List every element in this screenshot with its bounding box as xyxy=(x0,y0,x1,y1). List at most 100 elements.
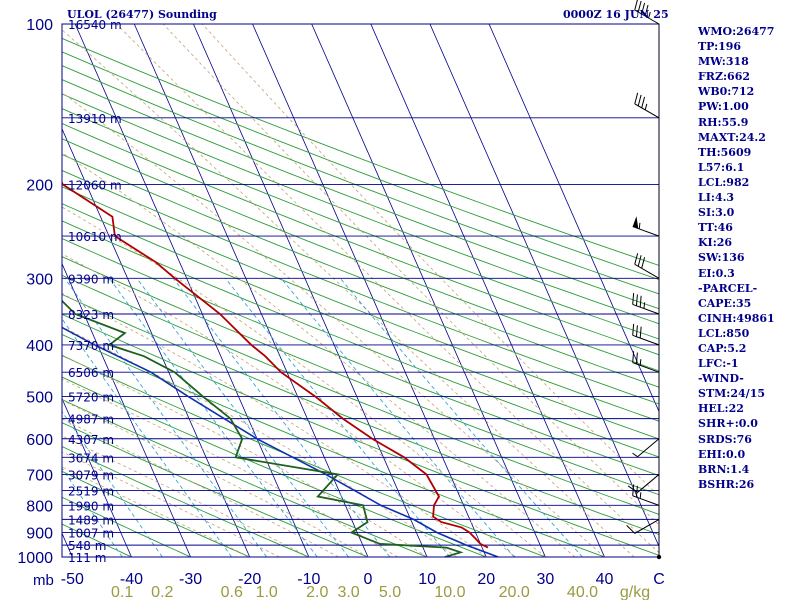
wind-barb xyxy=(632,351,660,373)
wind-barb-feather xyxy=(639,326,642,339)
isotherm-lines xyxy=(0,24,659,557)
index-row: FRZ:662 xyxy=(698,70,751,84)
temperature-tick-label: -30 xyxy=(179,571,202,588)
wind-barb xyxy=(634,0,660,25)
index-row: SRDS:76 xyxy=(698,432,752,446)
indices-panel: WMO:26477 TP:196 MW:318 FRZ:662 WB0:712 PW:1.… xyxy=(698,24,798,492)
wind-barb-feather xyxy=(632,351,635,363)
pressure-tick-label: 900 xyxy=(26,526,53,543)
pressure-tick-label: 500 xyxy=(26,390,53,407)
dewpoint-line xyxy=(62,299,464,557)
height-label: 10610 m xyxy=(68,230,122,244)
wind-barb-half-feather xyxy=(644,103,648,110)
pressure-tick-label: 300 xyxy=(26,271,53,288)
wind-barb-feather xyxy=(637,255,642,267)
wind-barb-half-feather xyxy=(639,492,642,499)
station-title: ULOL (26477) Sounding xyxy=(67,8,217,21)
wind-barb xyxy=(632,293,660,315)
isotherm-line xyxy=(429,24,659,548)
height-label: 1990 m xyxy=(68,499,114,513)
isobar-lines xyxy=(62,24,659,557)
isotherm-line xyxy=(74,24,310,557)
wind-barb-feather xyxy=(632,293,635,305)
mixing-ratio-tick-label: 1.0 xyxy=(256,584,278,600)
index-row: PW:1.00 xyxy=(698,100,749,114)
wind-barb xyxy=(626,518,660,534)
wind-barb-feather xyxy=(635,294,638,306)
mixing-ratio-tick-label: 10.0 xyxy=(434,584,465,600)
index-row: RH:55.9 xyxy=(698,115,749,129)
height-label: 12060 m xyxy=(68,178,122,192)
height-label: 548 m xyxy=(68,539,106,553)
pressure-tick-label: 200 xyxy=(26,177,53,194)
index-row: LCL:850 xyxy=(698,326,750,340)
mixing-ratio-labels: 0.1 0.2 0.6 1.0 2.0 3.0 5.0 10.0 20.0 40.0 g/kg xyxy=(111,584,650,600)
parcel-path-line xyxy=(62,326,499,557)
index-row: BSHR:26 xyxy=(698,477,755,491)
temperature-tick-label: -10 xyxy=(297,571,320,588)
height-label: 7370 m xyxy=(68,339,114,353)
wind-barb-feather xyxy=(641,257,646,269)
wind-barb-half-feather xyxy=(632,452,638,458)
pressure-tick-label: 600 xyxy=(26,432,53,449)
mixing-ratio-tick-label: 2.0 xyxy=(306,584,328,600)
wind-barb-half-feather xyxy=(643,302,646,309)
wind-barb-staff xyxy=(634,9,660,25)
mixing-ratio-tick-label: 0.1 xyxy=(111,584,133,600)
height-label: 13910 m xyxy=(68,112,122,126)
mixing-ratio-tick-label: 0.6 xyxy=(221,584,243,600)
height-label: 3674 m xyxy=(68,451,114,465)
wind-barb-feather xyxy=(635,485,638,498)
height-label: 9390 m xyxy=(68,272,114,286)
wind-barb-staff xyxy=(632,303,660,315)
index-row: STM:24/15 xyxy=(698,387,765,401)
pressure-tick-label: 1000 xyxy=(17,550,53,567)
wind-barb-feather xyxy=(635,352,638,364)
mixing-ratio-line xyxy=(64,278,268,557)
wind-barb-staff xyxy=(634,518,660,534)
temperature-tick-label: 0 xyxy=(364,571,373,588)
wind-barb-half-feather xyxy=(639,359,642,366)
wind-barb-feather xyxy=(637,0,642,13)
temperature-tick-label: -40 xyxy=(120,571,143,588)
mixing-ratio-line xyxy=(280,278,515,557)
pressure-tick-label: 800 xyxy=(26,498,53,515)
wind-barb-feather xyxy=(632,323,635,336)
isotherm-line xyxy=(0,24,13,557)
index-row: LFC:-1 xyxy=(698,357,739,371)
index-row: CINH:49861 xyxy=(698,311,775,325)
wind-barb xyxy=(634,92,660,119)
index-row: EI:0.3 xyxy=(698,266,735,280)
wind-barb-feather xyxy=(626,524,636,534)
index-row: CAP:5.2 xyxy=(698,341,747,355)
index-row: TP:196 xyxy=(698,40,742,54)
pressure-tick-label: 100 xyxy=(26,17,53,34)
wind-barb xyxy=(632,484,660,506)
mixing-ratio-tick-label: 20.0 xyxy=(499,584,530,600)
isotherm-line xyxy=(311,24,546,557)
wind-barb-staff xyxy=(632,362,660,373)
wind-barb xyxy=(632,216,660,237)
height-label: 3079 m xyxy=(68,468,114,482)
index-row: MAXT:24.2 xyxy=(698,130,766,144)
index-row: CAPE:35 xyxy=(698,296,752,310)
height-label: 2519 m xyxy=(68,484,114,498)
isotherm-line xyxy=(62,127,251,557)
pressure-tick-label: 700 xyxy=(26,467,53,484)
isotherm-line xyxy=(62,397,132,557)
wind-barb xyxy=(632,323,660,346)
pressure-tick-label: 400 xyxy=(26,338,53,355)
height-label: 4987 m xyxy=(68,413,114,427)
pressure-unit-label: mb xyxy=(33,572,54,589)
temperature-tick-label: C xyxy=(653,571,665,588)
index-row: -WIND- xyxy=(698,372,744,386)
wind-barb-feather xyxy=(634,92,639,104)
wind-barb-feather xyxy=(634,253,639,265)
index-row: BRN:1.4 xyxy=(698,462,750,476)
height-label: 8323 m xyxy=(68,308,114,322)
temperature-tick-label: -50 xyxy=(61,571,84,588)
wind-barb-staff xyxy=(634,103,660,119)
wind-barb xyxy=(632,438,660,458)
wind-barb-pennant xyxy=(632,216,639,229)
